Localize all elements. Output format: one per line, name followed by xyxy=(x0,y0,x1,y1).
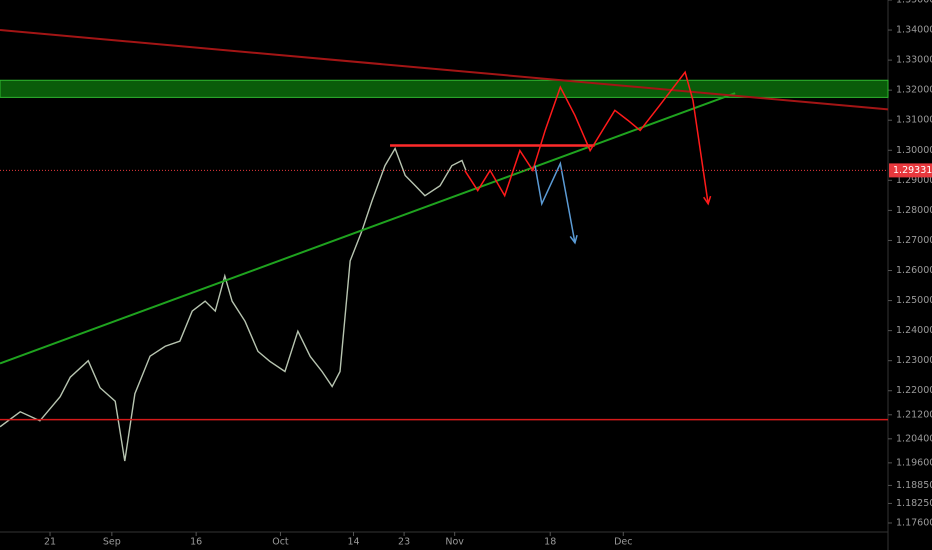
x-tick-label: Dec xyxy=(614,537,632,548)
x-tick-label: Nov xyxy=(445,537,464,548)
y-tick-label: 1.18850 xyxy=(896,480,932,491)
y-tick-label: 1.29000 xyxy=(896,175,932,186)
last-price-box xyxy=(889,163,932,178)
y-tick-label: 1.26000 xyxy=(896,265,932,276)
y-tick-label: 1.24000 xyxy=(896,325,932,336)
series-line xyxy=(534,161,576,243)
y-tick-label: 1.18250 xyxy=(896,498,932,509)
y-tick-label: 1.28000 xyxy=(896,205,932,216)
y-tick-label: 1.33000 xyxy=(896,55,932,66)
x-tick-label: Sep xyxy=(103,537,121,548)
y-tick-label: 1.35000 xyxy=(896,0,932,6)
y-tick-label: 1.30000 xyxy=(896,145,932,156)
series-line xyxy=(0,146,467,462)
y-tick-label: 1.22000 xyxy=(896,385,932,396)
y-tick-label: 1.19600 xyxy=(896,457,932,468)
y-tick-label: 1.20400 xyxy=(896,433,932,444)
x-tick-label: 21 xyxy=(44,537,56,548)
y-tick-label: 1.31000 xyxy=(896,115,932,126)
series-line xyxy=(0,29,889,111)
x-tick-label: 23 xyxy=(398,537,410,548)
x-tick-label: 14 xyxy=(347,537,359,548)
y-tick-label: 1.23000 xyxy=(896,355,932,366)
zone xyxy=(0,79,889,98)
y-tick-label: 1.17600 xyxy=(896,517,932,528)
arrow-head xyxy=(703,195,712,206)
x-tick-label: 16 xyxy=(190,537,202,548)
series-line xyxy=(0,92,736,365)
last-price-label: 1.29331 xyxy=(893,165,932,176)
y-tick-label: 1.27000 xyxy=(896,235,932,246)
arrow-head xyxy=(569,234,578,245)
y-tick-label: 1.21200 xyxy=(896,409,932,420)
y-tick-label: 1.32000 xyxy=(896,85,932,96)
y-tick-label: 1.25000 xyxy=(896,295,932,306)
x-tick-label: 18 xyxy=(544,537,556,548)
x-tick-label: Oct xyxy=(272,537,289,548)
series-line xyxy=(464,70,709,204)
y-tick-label: 1.34000 xyxy=(896,25,932,36)
